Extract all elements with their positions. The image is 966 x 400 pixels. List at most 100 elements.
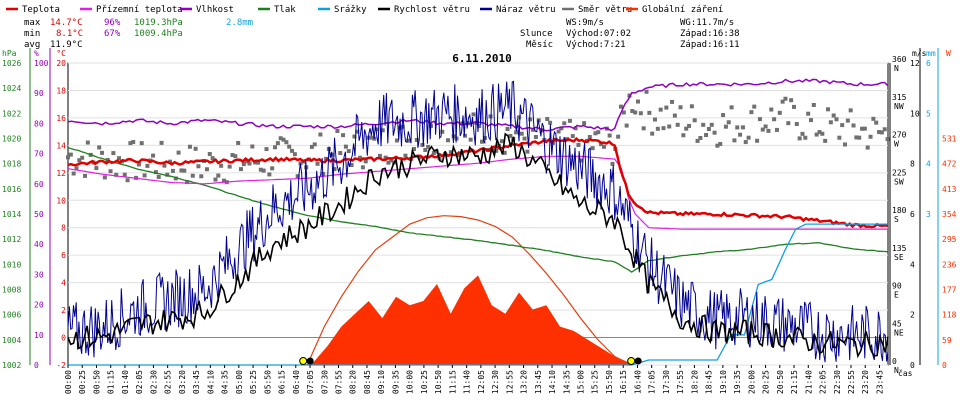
sun-event-marker	[306, 357, 314, 365]
wind-direction-point	[851, 123, 856, 128]
wind-direction-point	[576, 142, 581, 147]
wind-direction-point	[811, 102, 816, 107]
x-axis-label: čas	[898, 368, 913, 378]
wind-direction-point	[406, 138, 411, 143]
wind-direction-series	[66, 89, 890, 185]
wind-direction-point	[735, 125, 740, 130]
wind-direction-point	[579, 158, 584, 163]
wind-direction-point	[766, 128, 771, 133]
axis-tick-hpa: 1020	[2, 135, 21, 144]
wind-direction-point	[335, 128, 340, 133]
wind-direction-point	[139, 141, 144, 146]
wind-direction-point	[159, 140, 164, 145]
stats-moon-label: Měsíc	[526, 40, 553, 50]
x-tick-label: 21:40	[804, 370, 813, 394]
wind-direction-point	[298, 161, 303, 166]
wind-direction-point	[369, 135, 374, 140]
wind-direction-point	[499, 139, 504, 144]
axis-tick-wm2: 354	[942, 210, 957, 219]
wind-direction-point	[179, 168, 184, 173]
wind-direction-point	[621, 110, 626, 115]
axis-tick-compass: W	[894, 140, 899, 149]
wind-direction-point	[108, 169, 113, 174]
wind-direction-point	[601, 144, 606, 149]
x-tick-label: 22:30	[833, 370, 842, 394]
wind-direction-point	[363, 159, 368, 164]
axis-tick-deg: 135	[892, 244, 907, 253]
wind-direction-point	[360, 165, 365, 170]
wind-direction-point	[857, 135, 862, 140]
wind-direction-point	[414, 137, 419, 142]
wind-direction-point	[264, 147, 269, 152]
stats-avg-label: avg	[24, 40, 40, 50]
stats-max-temp: 14.7°C	[50, 18, 83, 28]
wind-direction-point	[533, 135, 538, 140]
x-tick-label: 22:55	[847, 370, 856, 394]
axis-tick-degc: 18	[56, 86, 66, 95]
wind-direction-point	[227, 164, 232, 169]
x-tick-label: 09:35	[391, 370, 400, 394]
wind-direction-point	[156, 174, 161, 179]
wind-direction-point	[514, 130, 519, 135]
wind-direction-point	[173, 176, 178, 181]
legend-label-rad: Globální záření	[642, 5, 723, 15]
wind-direction-point	[165, 172, 170, 177]
axis-tick-degc: -2	[56, 361, 66, 370]
wind-direction-point	[780, 99, 785, 104]
sun-event-marker	[299, 357, 308, 365]
wind-direction-point	[80, 155, 85, 160]
axis-tick-hpa: 1008	[2, 286, 21, 295]
wind-direction-point	[877, 130, 882, 135]
legend-label-rain: Srážky	[334, 5, 367, 15]
radiation-area	[68, 275, 888, 365]
wind-direction-point	[230, 153, 235, 158]
x-tick-label: 20:00	[747, 370, 756, 394]
x-tick-label: 04:35	[221, 370, 230, 394]
temp-line	[67, 137, 889, 229]
x-tick-label: 03:20	[178, 370, 187, 394]
wind-direction-point	[284, 140, 289, 145]
wind-direction-point	[794, 121, 799, 126]
wind-direction-point	[97, 145, 102, 150]
wind-direction-point	[253, 160, 258, 165]
wind-direction-point	[241, 162, 246, 167]
gust-line	[67, 80, 889, 363]
axis-tick-pct: 80	[34, 119, 44, 128]
x-tick-label: 13:45	[534, 370, 543, 394]
wind-direction-point	[817, 130, 822, 135]
wind-direction-point	[185, 180, 190, 185]
wind-direction-point	[545, 117, 550, 122]
axis-tick-deg: 360	[892, 55, 907, 64]
x-tick-label: 20:25	[762, 370, 771, 394]
x-tick-label: 05:25	[249, 370, 258, 394]
wind-direction-point	[85, 140, 90, 145]
wind-direction-point	[125, 178, 130, 183]
wind-direction-point	[871, 116, 876, 121]
axis-tick-wm2: 118	[942, 311, 957, 320]
axis-tick-ms: 2	[910, 311, 915, 320]
wind-direction-point	[102, 175, 107, 180]
axis-unit-mm: mm	[926, 49, 936, 58]
wind-direction-point	[675, 122, 680, 127]
x-tick-label: 11:40	[463, 370, 472, 394]
axis-tick-hpa: 1010	[2, 260, 21, 269]
wind-direction-point	[791, 104, 796, 109]
wind-direction-point	[848, 108, 853, 113]
wind-direction-point	[238, 167, 243, 172]
stats-max-press: 1019.3hPa	[134, 18, 183, 28]
wind-direction-point	[820, 131, 825, 136]
x-tick-label: 16:15	[619, 370, 628, 394]
axis-tick-wm2: 531	[942, 135, 957, 144]
stats-avg-temp: 11.9°C	[50, 40, 83, 50]
wind-direction-point	[874, 120, 879, 125]
axis-tick-wm2: 413	[942, 185, 957, 194]
wind-direction-point	[658, 107, 663, 112]
stats-moon-rise: Východ:7:21	[566, 40, 626, 50]
wind-direction-point	[661, 126, 666, 131]
wind-direction-point	[426, 144, 431, 149]
wind-direction-point	[292, 152, 297, 157]
legend-label-temp: Teplota	[22, 5, 60, 15]
wind-direction-point	[638, 111, 643, 116]
wind-direction-point	[207, 151, 212, 156]
wind-direction-point	[823, 138, 828, 143]
